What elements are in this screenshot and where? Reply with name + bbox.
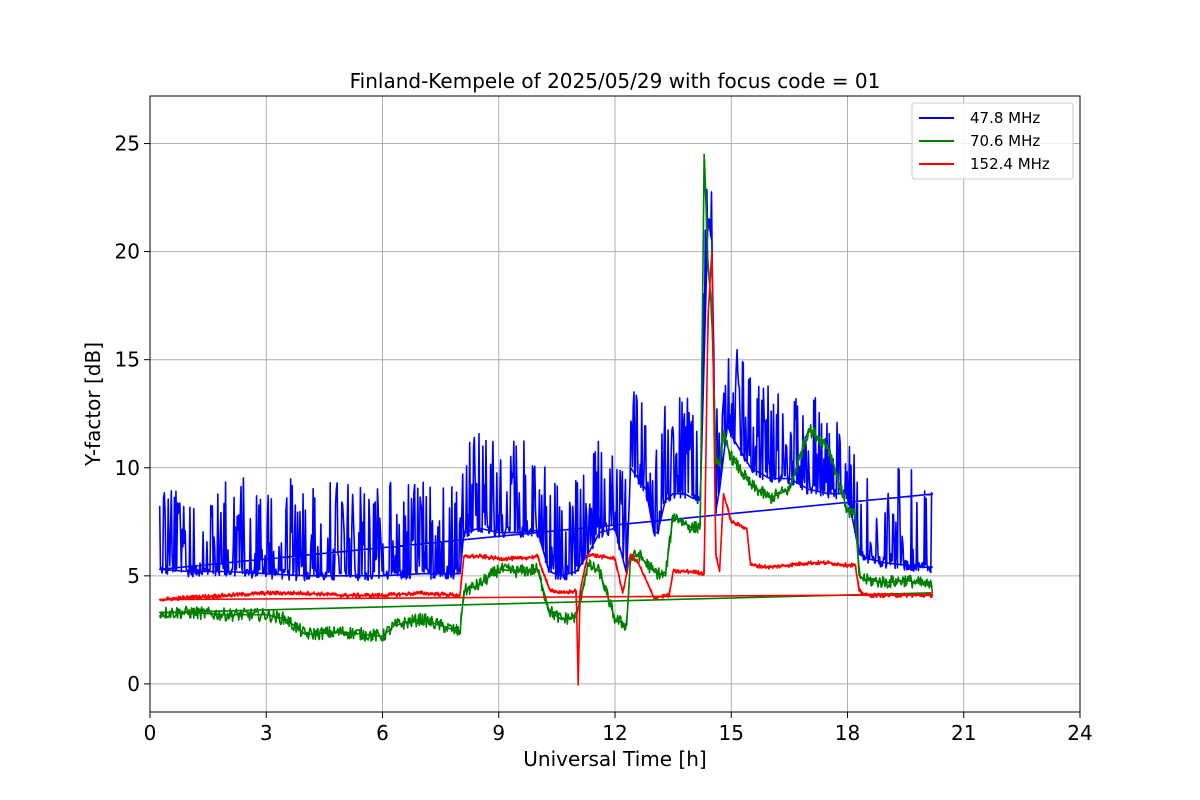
x-tick-label: 9 bbox=[492, 721, 505, 745]
y-tick-label: 10 bbox=[115, 456, 140, 480]
legend-box bbox=[911, 102, 1074, 180]
chart-title: Finland-Kempele of 2025/05/29 with focus… bbox=[350, 69, 881, 93]
legend-label: 70.6 MHz bbox=[970, 132, 1040, 150]
y-tick-label: 25 bbox=[115, 132, 140, 156]
y-axis-label: Y-factor [dB] bbox=[81, 342, 105, 467]
legend-label: 152.4 MHz bbox=[970, 155, 1050, 173]
y-tick-label: 0 bbox=[127, 672, 140, 696]
series-line-1 bbox=[158, 188, 934, 582]
series-line-3 bbox=[158, 250, 934, 686]
x-tick-label: 12 bbox=[602, 721, 627, 745]
y-tick-label: 15 bbox=[115, 348, 140, 372]
x-tick-label: 6 bbox=[376, 721, 389, 745]
x-tick-label: 15 bbox=[719, 721, 744, 745]
series-line-2 bbox=[158, 153, 934, 642]
x-tick-label: 3 bbox=[260, 721, 273, 745]
x-tick-label: 24 bbox=[1067, 721, 1092, 745]
x-tick-label: 18 bbox=[835, 721, 860, 745]
ticks: 0 3 6 9 12 15 18 21 24 0 5 10 15 20 25 bbox=[115, 132, 1093, 745]
x-tick-label: 0 bbox=[144, 721, 157, 745]
series-layer bbox=[158, 153, 934, 686]
legend-label: 47.8 MHz bbox=[970, 109, 1040, 127]
x-axis-label: Universal Time [h] bbox=[523, 747, 706, 771]
x-tick-label: 21 bbox=[951, 721, 976, 745]
y-tick-label: 20 bbox=[115, 240, 140, 264]
legend: 47.8 MHz 70.6 MHz 152.4 MHz bbox=[911, 102, 1074, 180]
y-tick-label: 5 bbox=[127, 564, 140, 588]
